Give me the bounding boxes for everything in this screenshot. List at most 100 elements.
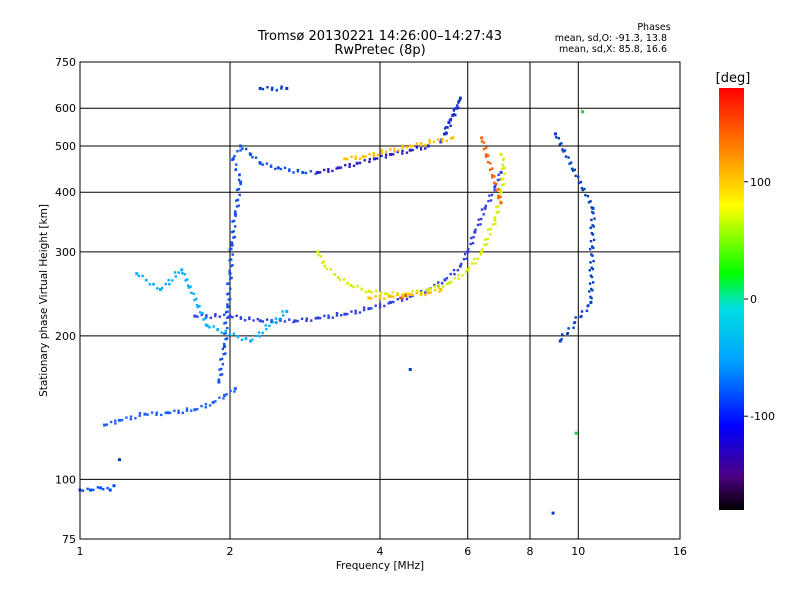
data-point bbox=[214, 314, 217, 318]
data-point bbox=[560, 142, 563, 145]
data-point bbox=[589, 295, 592, 299]
data-point bbox=[114, 419, 117, 422]
data-point bbox=[221, 347, 225, 351]
data-point bbox=[493, 185, 497, 189]
data-point bbox=[411, 290, 414, 293]
data-point bbox=[224, 311, 228, 314]
data-point bbox=[424, 147, 427, 150]
data-point bbox=[268, 324, 271, 328]
data-point bbox=[503, 172, 506, 176]
data-point bbox=[229, 277, 232, 280]
data-point bbox=[177, 411, 180, 415]
data-point bbox=[501, 183, 504, 187]
data-point bbox=[228, 333, 231, 336]
data-point bbox=[81, 489, 85, 492]
data-point bbox=[361, 155, 365, 159]
data-point bbox=[396, 297, 399, 301]
data-point bbox=[193, 408, 197, 412]
data-point bbox=[484, 146, 488, 150]
data-point bbox=[443, 278, 447, 282]
data-point bbox=[235, 205, 239, 208]
data-point bbox=[367, 296, 371, 300]
data-point bbox=[568, 162, 571, 165]
data-point bbox=[481, 248, 484, 251]
data-point bbox=[249, 339, 253, 343]
data-point bbox=[309, 170, 313, 173]
data-point bbox=[288, 318, 291, 321]
data-point bbox=[484, 204, 488, 208]
data-point bbox=[401, 295, 404, 298]
data-point bbox=[226, 282, 229, 286]
data-point bbox=[456, 269, 460, 272]
data-point bbox=[497, 205, 500, 208]
data-point bbox=[358, 311, 362, 314]
data-point bbox=[274, 167, 277, 171]
data-point bbox=[137, 274, 141, 278]
data-point bbox=[349, 283, 353, 287]
data-point bbox=[212, 325, 215, 328]
data-point bbox=[487, 228, 490, 231]
colorbar-tick-label: 100 bbox=[750, 176, 771, 189]
data-point bbox=[463, 252, 467, 256]
data-point bbox=[574, 431, 578, 435]
data-point bbox=[304, 171, 308, 175]
data-point bbox=[117, 418, 121, 422]
data-point bbox=[590, 296, 593, 300]
data-point bbox=[231, 220, 234, 223]
data-point bbox=[238, 173, 241, 176]
data-point bbox=[343, 157, 347, 161]
data-point bbox=[408, 293, 412, 297]
data-point bbox=[283, 320, 287, 323]
data-point bbox=[592, 259, 595, 263]
data-point bbox=[184, 279, 187, 282]
data-point bbox=[316, 316, 320, 320]
data-point bbox=[235, 314, 238, 318]
data-point bbox=[401, 144, 404, 147]
data-point bbox=[577, 175, 580, 179]
data-point bbox=[264, 324, 267, 327]
data-point bbox=[270, 319, 273, 322]
data-point bbox=[590, 275, 594, 279]
data-point bbox=[266, 86, 269, 89]
data-point bbox=[489, 168, 492, 171]
data-point bbox=[590, 266, 593, 270]
data-point bbox=[441, 137, 444, 141]
data-point bbox=[193, 298, 196, 302]
data-point bbox=[221, 363, 225, 366]
data-point bbox=[471, 241, 475, 245]
data-point bbox=[457, 277, 460, 280]
data-point bbox=[355, 161, 359, 165]
data-point bbox=[327, 170, 330, 173]
data-point bbox=[226, 310, 229, 313]
x-tick-label: 4 bbox=[377, 545, 384, 558]
data-point bbox=[500, 178, 503, 181]
data-point bbox=[288, 169, 291, 172]
data-point bbox=[397, 149, 400, 152]
data-point bbox=[408, 294, 412, 298]
data-point bbox=[203, 317, 207, 320]
data-point bbox=[570, 167, 574, 171]
data-point bbox=[249, 152, 253, 156]
data-point bbox=[238, 193, 241, 197]
data-point bbox=[354, 312, 357, 315]
data-point bbox=[199, 311, 202, 314]
data-point bbox=[424, 143, 427, 147]
data-point bbox=[339, 166, 343, 169]
data-point bbox=[591, 267, 595, 271]
data-point bbox=[281, 310, 284, 313]
data-point bbox=[229, 258, 233, 261]
data-point bbox=[236, 335, 240, 338]
data-point bbox=[195, 303, 199, 307]
data-point bbox=[112, 484, 116, 488]
data-point bbox=[591, 233, 595, 236]
data-point bbox=[480, 217, 483, 221]
data-point bbox=[226, 303, 229, 306]
data-point bbox=[186, 284, 190, 287]
data-point bbox=[305, 317, 308, 320]
data-point bbox=[499, 170, 503, 174]
data-point bbox=[445, 282, 449, 286]
data-point bbox=[205, 324, 209, 328]
data-point bbox=[186, 278, 189, 281]
data-point bbox=[383, 292, 387, 296]
data-point bbox=[243, 319, 247, 322]
